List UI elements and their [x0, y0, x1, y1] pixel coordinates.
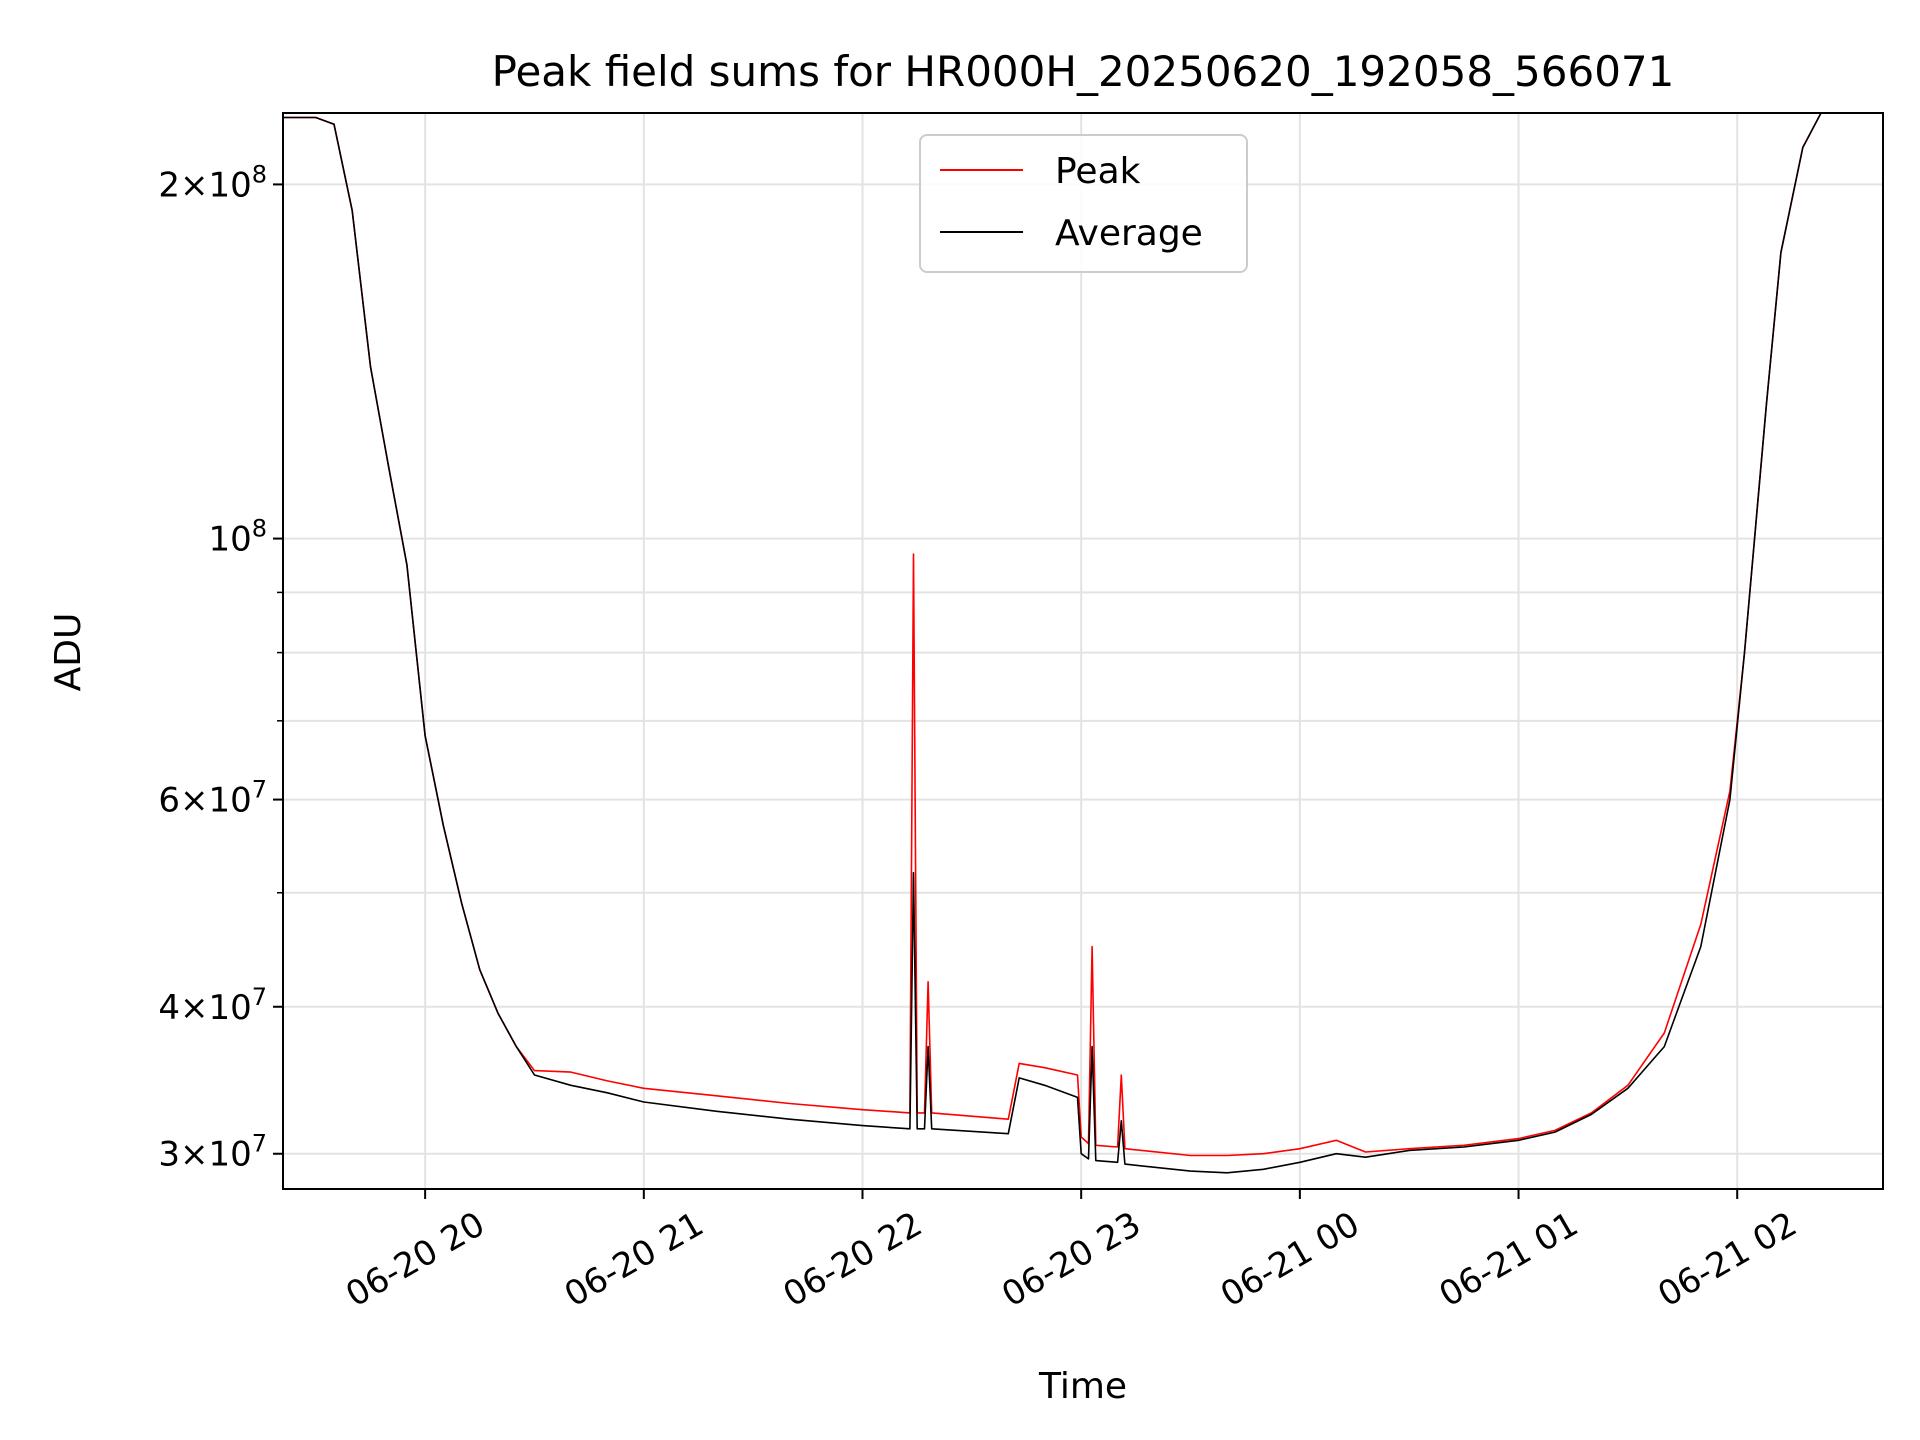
y-axis-ticks: 3×107 4×107 6×107 108 2×108 [158, 160, 283, 1175]
plot-frame [282, 112, 1884, 1190]
y-tick-label: 108 [208, 515, 267, 560]
legend-label-average: Average [1055, 213, 1203, 254]
y-tick-label: 6×107 [158, 776, 267, 821]
plot-lines [283, 113, 1883, 1174]
series-line-average [283, 113, 1883, 1174]
legend-label-peak: Peak [1055, 151, 1141, 192]
y-tick-label: 4×107 [158, 983, 267, 1028]
y-axis-label: ADU [48, 613, 89, 692]
y-tick-label: 2×108 [158, 160, 267, 205]
x-axis-label: Time [1038, 1366, 1127, 1407]
chart-title: Peak field sums for HR000H_20250620_1920… [492, 47, 1675, 96]
y-tick-label: 3×107 [158, 1130, 267, 1175]
legend: Peak Average [919, 134, 1248, 273]
